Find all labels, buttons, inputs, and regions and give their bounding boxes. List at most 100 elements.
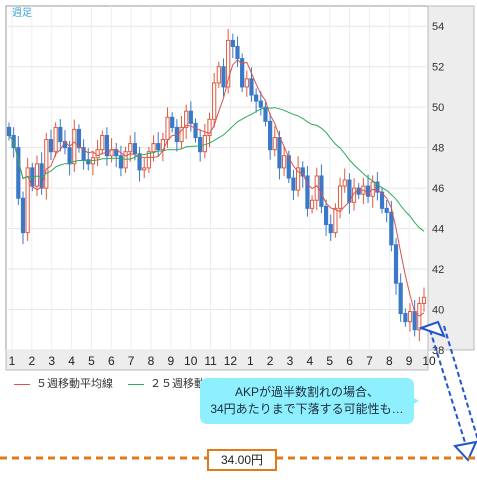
candle-body: [412, 311, 417, 331]
projection-arrow-left: [429, 329, 469, 453]
x-tick-label: 4: [307, 354, 314, 368]
candle-body: [151, 143, 156, 153]
candle-body: [118, 155, 124, 169]
candle-body: [268, 120, 273, 151]
candle-body: [156, 143, 161, 151]
candle-body: [76, 128, 82, 149]
candle-body: [272, 137, 277, 151]
candle-body: [72, 128, 77, 165]
candle-body: [230, 39, 235, 47]
x-tick-label: 6: [108, 354, 115, 368]
candle-body: [421, 296, 427, 304]
y-tick-label: 52: [432, 62, 444, 74]
projection-arrow-right: [443, 325, 477, 441]
projection-arrowhead: [453, 440, 477, 462]
candle-body: [305, 175, 310, 209]
candle-body: [384, 207, 389, 213]
candle-body: [407, 311, 413, 323]
candle-body: [34, 163, 40, 187]
candle-body: [142, 167, 147, 171]
x-tick-label: 2: [267, 354, 274, 368]
candle-body: [137, 153, 142, 171]
candle-body: [249, 78, 254, 96]
candle-body: [188, 110, 193, 124]
candle-body: [258, 100, 263, 108]
period-label: 週足: [12, 8, 32, 19]
candle-body: [179, 126, 184, 143]
candle-body: [221, 66, 226, 88]
candle-body: [165, 116, 170, 141]
x-tick-label: 7: [366, 354, 373, 368]
x-tick-label: 10: [184, 354, 198, 368]
x-tick-label: 7: [128, 354, 135, 368]
candle-body: [323, 205, 329, 226]
candle-body: [417, 302, 422, 331]
candle-body: [16, 147, 21, 199]
candle-body: [184, 110, 189, 128]
annotation-line1: AKPが過半数割れの場合、: [234, 385, 379, 399]
candle-body: [6, 126, 12, 137]
candle-body: [282, 155, 287, 169]
candle-body: [389, 211, 394, 246]
candle-body: [95, 149, 100, 159]
candle-body: [235, 45, 240, 60]
candle-body: [20, 197, 26, 234]
candle-body: [240, 58, 245, 88]
candle-body: [48, 139, 54, 153]
candle-body: [403, 313, 408, 323]
candle-body: [375, 181, 380, 193]
projection-arrow-start: [417, 320, 446, 338]
candle-body: [212, 82, 217, 120]
candle-body: [277, 137, 282, 169]
candle-body: [379, 191, 385, 209]
x-tick-label: 9: [406, 354, 413, 368]
candle-body: [226, 39, 231, 88]
x-tick-label: 8: [148, 354, 155, 368]
y-axis-panel: [427, 5, 475, 351]
candle-body: [254, 94, 259, 102]
candle-body: [300, 167, 305, 177]
x-tick-label: 9: [168, 354, 175, 368]
candle-body: [263, 106, 268, 122]
candle-body: [202, 135, 207, 153]
candle-body: [123, 151, 128, 169]
x-tick-label: 5: [88, 354, 95, 368]
candle-body: [207, 118, 212, 137]
candle-body: [198, 137, 203, 153]
y-tick-label: 42: [432, 264, 444, 276]
y-tick-label: 44: [432, 224, 444, 236]
candle-body: [81, 147, 86, 161]
x-tick-label: 3: [287, 354, 294, 368]
candle-body: [286, 155, 291, 179]
target-price-label: 34.00円: [207, 449, 277, 471]
candle-body: [25, 167, 30, 234]
candle-body: [104, 135, 110, 157]
plot-area: [5, 5, 429, 351]
x-tick-label: 12: [224, 354, 238, 368]
candle-body: [86, 159, 91, 165]
candle-body: [100, 135, 105, 151]
candle-body: [146, 151, 151, 169]
x-tick-label: 10: [422, 354, 436, 368]
candle-body: [216, 66, 221, 84]
x-tick-label: 8: [386, 354, 393, 368]
x-tick-label: 6: [346, 354, 353, 368]
legend-25w-swatch: [128, 383, 144, 385]
candle-body: [398, 282, 403, 315]
candle-body: [365, 185, 371, 197]
legend-5w-swatch: [14, 383, 30, 385]
y-tick-label: 50: [432, 102, 444, 114]
candle-body: [337, 185, 343, 209]
candle-body: [309, 199, 315, 209]
ma-5w-line: [8, 59, 425, 317]
x-tick-label: 2: [29, 354, 36, 368]
legend-5w-label: ５週移動平均線: [36, 378, 113, 390]
y-tick-label: 54: [432, 21, 444, 33]
candle-body: [333, 207, 338, 234]
candle-body: [128, 143, 133, 153]
x-tick-label: 1: [9, 354, 16, 368]
candle-body: [291, 177, 296, 191]
candle-body: [342, 179, 347, 187]
candle-body: [44, 139, 49, 189]
